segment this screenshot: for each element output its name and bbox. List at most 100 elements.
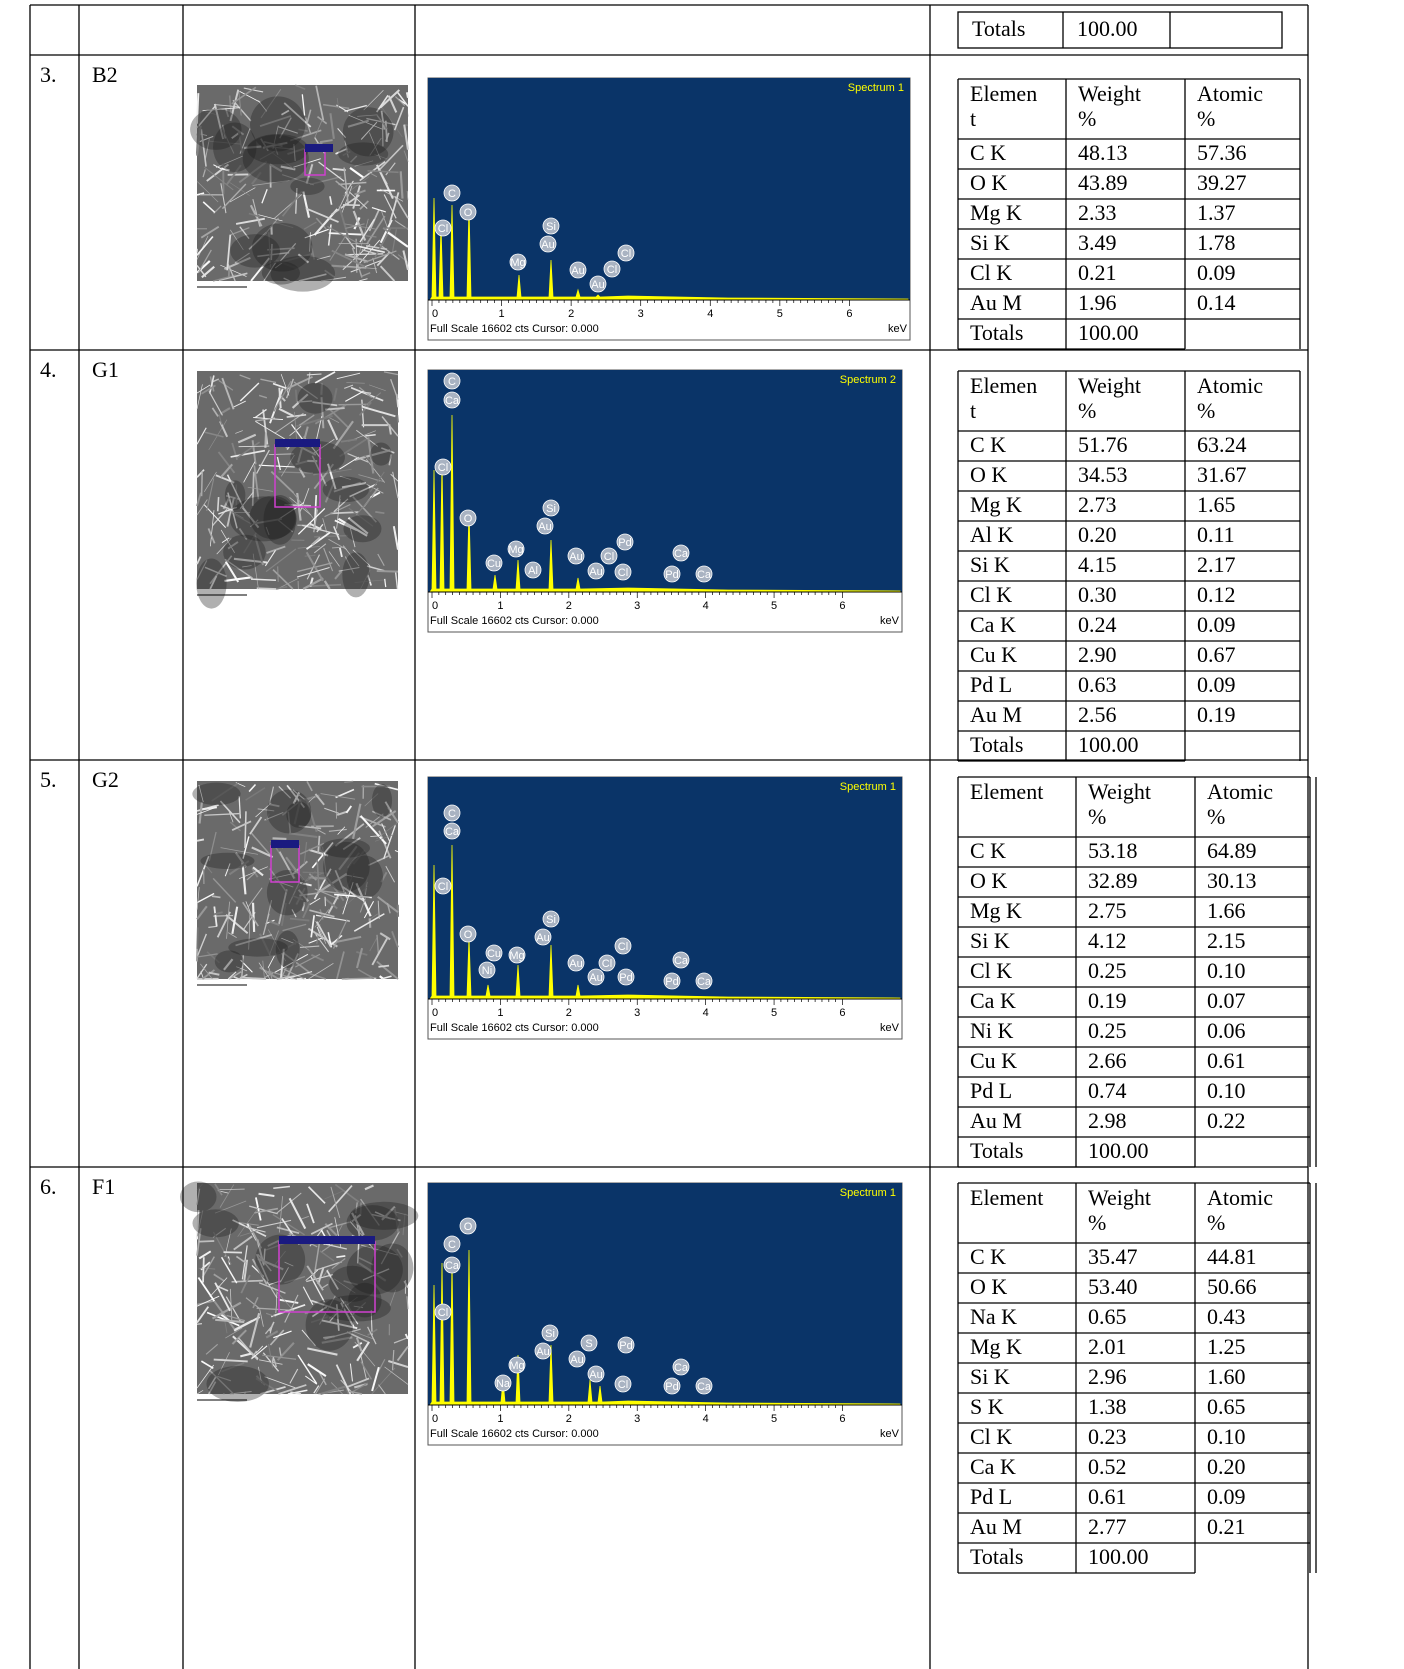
peak-label: O: [464, 929, 473, 941]
composition-cell: Mg K: [970, 200, 1022, 225]
composition-cell: O K: [970, 1274, 1007, 1299]
composition-cell: 0.19: [1197, 702, 1236, 727]
x-tick-label: 3: [634, 600, 640, 612]
fiber: [273, 838, 287, 839]
composition-cell: 0.30: [1078, 582, 1117, 607]
shade: [372, 784, 392, 817]
peak-label: Cl: [602, 958, 612, 970]
sem-image: [190, 85, 408, 292]
composition-cell: 2.98: [1088, 1108, 1127, 1133]
composition-cell: 63.24: [1197, 432, 1247, 457]
composition-cell: Ca K: [970, 1454, 1016, 1479]
x-tick-label: 0: [432, 308, 438, 320]
x-tick-label: 6: [839, 1007, 845, 1019]
fiber: [197, 839, 204, 840]
spectrum-title: Spectrum 1: [848, 82, 904, 94]
composition-cell: 53.40: [1088, 1274, 1138, 1299]
peak-label: Au: [591, 279, 604, 291]
composition-cell: 1.78: [1197, 230, 1236, 255]
spectrum-unit: keV: [880, 1428, 900, 1440]
spectrum-title: Spectrum 1: [840, 1187, 896, 1199]
shade: [286, 802, 311, 828]
x-tick-label: 4: [707, 308, 713, 320]
sem-image: [196, 371, 398, 609]
composition-cell: 44.81: [1207, 1244, 1257, 1269]
composition-cell: O K: [970, 462, 1007, 487]
composition-cell: Cu K: [970, 1048, 1017, 1073]
composition-cell: 48.13: [1078, 140, 1128, 165]
row-number: 3.: [40, 62, 57, 87]
header-text: Weight %: [1088, 1185, 1168, 1235]
composition-cell: O K: [970, 868, 1007, 893]
shade: [192, 783, 240, 806]
fiber: [202, 471, 203, 496]
fiber: [245, 811, 246, 848]
composition-cell: 51.76: [1078, 432, 1128, 457]
composition-cell: Pd L: [970, 1484, 1012, 1509]
header-cell: Element: [970, 779, 1054, 839]
fiber: [257, 588, 277, 589]
header-text: Element: [970, 81, 1038, 131]
composition-cell: 1.66: [1207, 898, 1246, 923]
header-cell: Element: [970, 373, 1042, 433]
selection-tag: [279, 1236, 375, 1244]
x-tick-label: 1: [497, 1413, 503, 1425]
composition-cell: Cl K: [970, 1424, 1012, 1449]
header-cell: Element: [970, 1185, 1054, 1245]
header-cell: Atomic %: [1207, 779, 1291, 839]
composition-cell: 0.19: [1088, 988, 1127, 1013]
composition-cell: S K: [970, 1394, 1004, 1419]
shade: [215, 950, 244, 972]
peak-label: C: [448, 1239, 456, 1251]
header-text: Element: [970, 779, 1050, 804]
composition-cell: 0.65: [1207, 1394, 1246, 1419]
composition-cell: Ca K: [970, 988, 1016, 1013]
composition-cell: 57.36: [1197, 140, 1247, 165]
composition-cell: Au M: [970, 1514, 1022, 1539]
peak-label: Au: [536, 1346, 549, 1358]
spectrum-panel: 0123456Full Scale 16602 cts Cursor: 0.00…: [428, 777, 902, 1039]
composition-cell: 34.53: [1078, 462, 1128, 487]
peak-label: Ca: [445, 395, 460, 407]
composition-cell: 0.61: [1207, 1048, 1246, 1073]
composition-cell: 2.66: [1088, 1048, 1127, 1073]
composition-cell: 0.63: [1078, 672, 1117, 697]
spectrum-footer: Full Scale 16602 cts Cursor: 0.000: [430, 1428, 599, 1440]
peak-label: Si: [546, 503, 556, 515]
x-tick-label: 4: [703, 600, 709, 612]
shade: [200, 853, 254, 869]
spectrum-panel: 0123456Full Scale 16602 cts Cursor: 0.00…: [428, 370, 902, 632]
composition-cell: 1.37: [1197, 200, 1236, 225]
peak-label: Pd: [665, 1381, 678, 1393]
peak-label: Cl: [438, 223, 448, 235]
fiber: [199, 1241, 214, 1242]
x-tick-label: 2: [568, 308, 574, 320]
composition-cell: C K: [970, 140, 1006, 165]
row-number: 5.: [40, 767, 57, 792]
x-tick-label: 0: [432, 1007, 438, 1019]
selection-tag: [271, 840, 299, 848]
x-tick-label: 6: [839, 1413, 845, 1425]
x-tick-label: 0: [432, 1413, 438, 1425]
peak-label: C: [448, 188, 456, 200]
fiber: [296, 390, 297, 403]
composition-cell: 39.27: [1197, 170, 1247, 195]
spectrum-footer: Full Scale 16602 cts Cursor: 0.000: [430, 323, 599, 335]
peak-label: Cl: [438, 1307, 448, 1319]
composition-cell: 0.21: [1078, 260, 1117, 285]
composition-cell: 32.89: [1088, 868, 1138, 893]
shade: [267, 870, 308, 915]
composition-cell: 0.67: [1197, 642, 1236, 667]
shade: [223, 535, 266, 570]
header-text: Atomic %: [1207, 779, 1287, 829]
x-tick-label: 6: [839, 600, 845, 612]
shade: [290, 178, 324, 196]
peak-label: Cl: [607, 264, 617, 276]
spectrum-panel: 0123456Full Scale 16602 cts Cursor: 0.00…: [428, 1183, 902, 1445]
composition-cell: 0.21: [1207, 1514, 1246, 1539]
fiber: [397, 415, 398, 422]
composition-cell: 3.49: [1078, 230, 1117, 255]
x-tick-label: 4: [703, 1413, 709, 1425]
peak-label: Au: [571, 265, 584, 277]
spectrum-unit: keV: [888, 323, 908, 335]
